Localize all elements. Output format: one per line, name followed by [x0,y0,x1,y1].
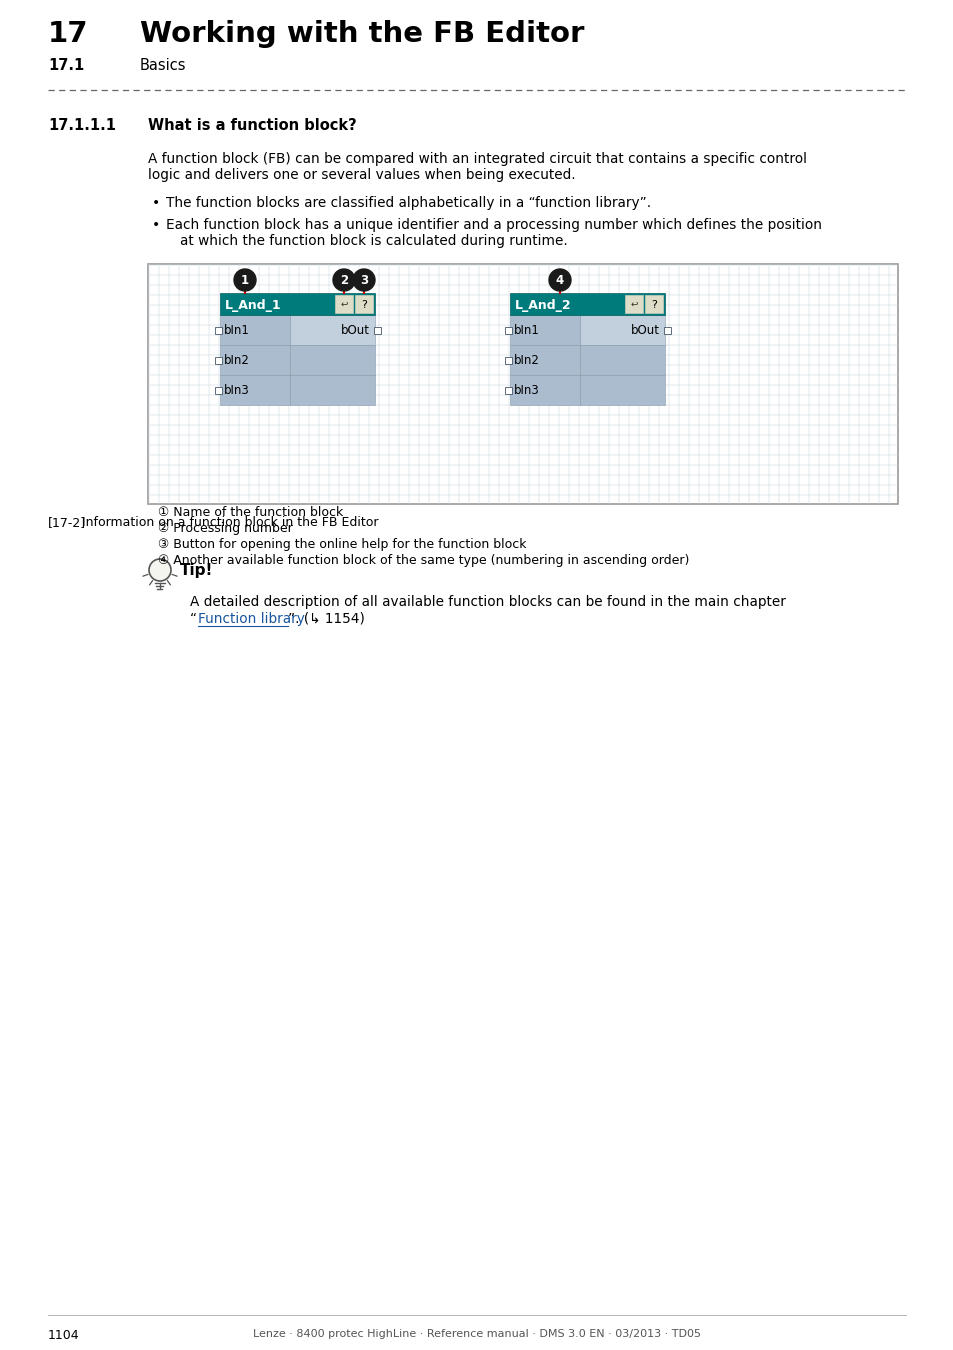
Bar [510,375,579,405]
Text: 3: 3 [359,274,368,286]
Text: ② Processing number: ② Processing number [158,522,293,535]
Text: 2: 2 [339,274,348,286]
Bar [624,296,642,313]
Circle shape [149,559,171,580]
Circle shape [333,269,355,292]
Text: Information on a function block in the FB Editor: Information on a function block in the F… [82,516,378,529]
Text: ”. (↳ 1154): ”. (↳ 1154) [287,612,364,626]
Text: ↩: ↩ [630,300,638,309]
Text: bIn2: bIn2 [514,355,539,367]
Bar [148,265,897,504]
Bar [290,346,375,375]
Text: 17.1.1.1: 17.1.1.1 [48,117,116,134]
Text: bIn2: bIn2 [224,355,250,367]
Bar [510,346,579,375]
Bar [510,293,664,315]
Text: Basics: Basics [140,58,186,73]
Text: ④ Another available function block of the same type (numbering in ascending orde: ④ Another available function block of th… [158,554,689,567]
Bar [215,327,222,333]
Bar [215,356,222,363]
Text: “: “ [190,612,196,626]
Bar [290,375,375,405]
Bar [579,375,664,405]
Text: ↩: ↩ [340,300,348,309]
Text: A detailed description of all available function blocks can be found in the main: A detailed description of all available … [190,595,785,609]
Text: bIn1: bIn1 [514,324,539,338]
Text: 17: 17 [48,20,89,49]
Bar [335,296,353,313]
Circle shape [353,269,375,292]
Text: ?: ? [360,300,367,309]
Text: bIn1: bIn1 [224,324,250,338]
Text: 4: 4 [556,274,563,286]
Text: Tip!: Tip! [180,563,213,578]
Circle shape [548,269,571,292]
Text: ③ Button for opening the online help for the function block: ③ Button for opening the online help for… [158,539,526,551]
Text: A function block (FB) can be compared with an integrated circuit that contains a: A function block (FB) can be compared wi… [148,153,806,166]
Text: 17.1: 17.1 [48,58,84,73]
Text: L_And_1: L_And_1 [225,298,281,312]
Bar [290,315,375,346]
Bar [663,327,670,333]
Bar [374,327,380,333]
Text: at which the function block is calculated during runtime.: at which the function block is calculate… [180,234,567,248]
Bar [505,327,512,333]
Text: 1104: 1104 [48,1328,79,1342]
Bar [510,315,579,346]
Bar [579,315,664,346]
Text: Working with the FB Editor: Working with the FB Editor [140,20,584,49]
Text: Lenze · 8400 protec HighLine · Reference manual · DMS 3.0 EN · 03/2013 · TD05: Lenze · 8400 protec HighLine · Reference… [253,1328,700,1339]
Text: bOut: bOut [340,324,370,338]
Text: bOut: bOut [630,324,659,338]
Text: ① Name of the function block: ① Name of the function block [158,506,343,518]
Text: [17-2]: [17-2] [48,516,86,529]
Text: bIn3: bIn3 [224,385,250,397]
Bar [644,296,662,313]
Bar [579,346,664,375]
Text: bIn3: bIn3 [514,385,539,397]
Text: Function library: Function library [198,612,305,626]
Text: 1: 1 [241,274,249,286]
Bar [220,315,290,346]
Circle shape [233,269,255,292]
Text: logic and delivers one or several values when being executed.: logic and delivers one or several values… [148,167,575,182]
Bar [220,293,375,315]
Bar [505,356,512,363]
Text: Each function block has a unique identifier and a processing number which define: Each function block has a unique identif… [166,217,821,232]
Bar [220,346,290,375]
Bar [220,375,290,405]
Bar [355,296,373,313]
Text: L_And_2: L_And_2 [515,298,571,312]
Text: What is a function block?: What is a function block? [148,117,356,134]
Text: •: • [152,217,160,232]
Bar [215,386,222,393]
Text: The function blocks are classified alphabetically in a “function library”.: The function blocks are classified alpha… [166,196,651,211]
Bar [505,386,512,393]
Text: •: • [152,196,160,211]
Text: ?: ? [650,300,657,309]
